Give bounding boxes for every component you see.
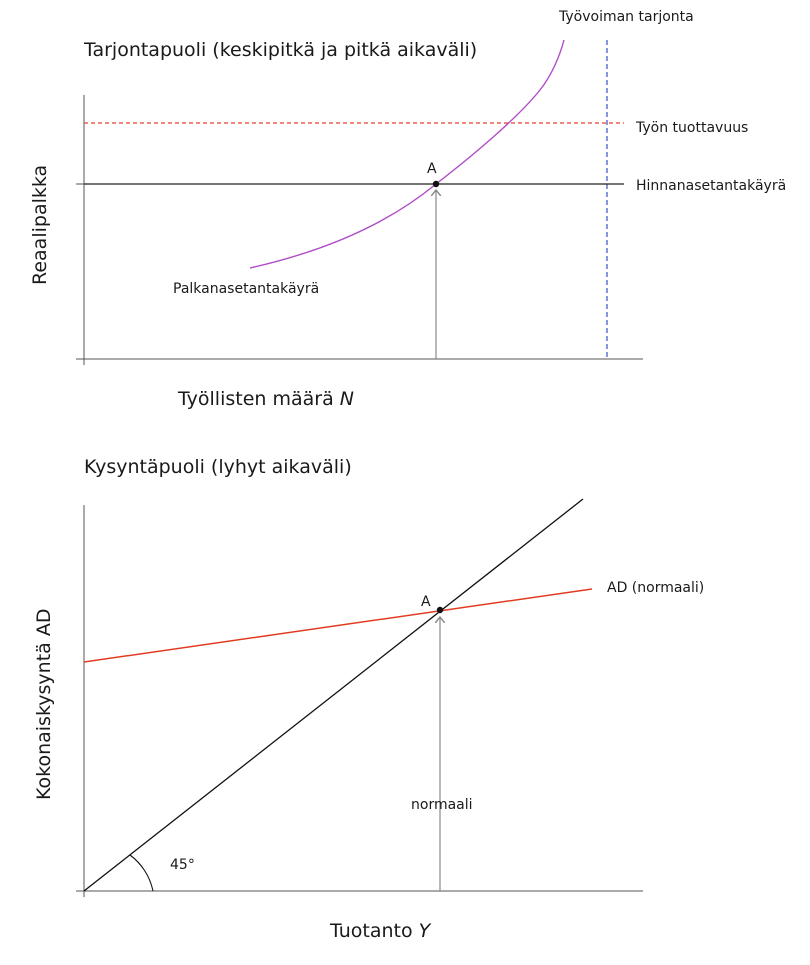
bottom-x-label-var: Y [419,920,432,942]
top-title: Tarjontapuoli (keskipitkä ja pitkä aikav… [83,39,477,61]
ad-line [83,588,593,663]
bottom-x-label-text: Tuotanto [329,920,419,942]
top-point-a [432,180,440,188]
price-setting-label: Hinnanasetantakäyrä [636,178,786,194]
angle-arc [129,854,154,892]
wage-setting-curve [249,39,565,269]
bottom-title: Kysyntäpuoli (lyhyt aikaväli) [84,456,352,478]
top-y-label: Reaalipalkka [29,165,51,285]
productivity-label: Työn tuottavuus [635,120,748,136]
labour-supply-label: Työvoiman tarjonta [558,9,694,25]
bottom-point-a-label: A [421,594,431,610]
bottom-point-a [436,606,444,614]
top-x-label: Työllisten määrä N [177,388,354,410]
ad-label: AD (normaali) [607,580,704,596]
arrow-label: normaali [411,797,473,813]
angle-label: 45° [170,857,195,873]
bottom-x-label: Tuotanto Y [329,920,432,942]
top-x-label-text: Työllisten määrä [177,388,340,410]
wage-setting-label: Palkanasetantakäyrä [173,281,319,297]
diagonal-45-line [83,498,584,892]
top-point-a-label: A [427,161,437,177]
bottom-y-label: Kokonaiskysyntä AD [33,609,55,800]
top-x-label-var: N [340,388,354,410]
